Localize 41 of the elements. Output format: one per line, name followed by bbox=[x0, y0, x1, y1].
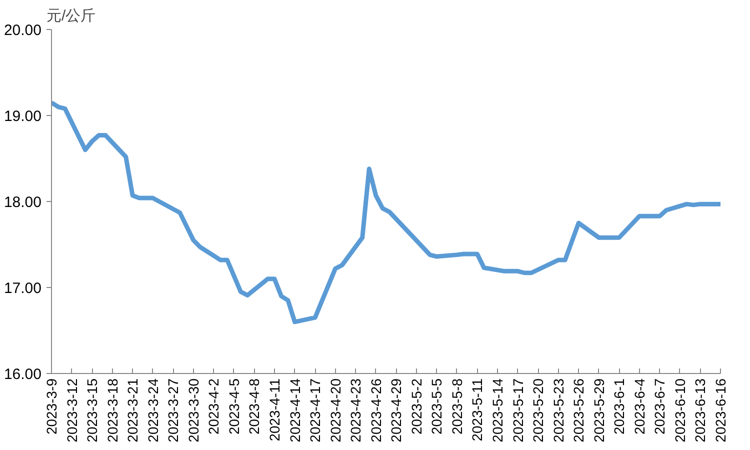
x-tick-label: 2023-5-5 bbox=[428, 378, 445, 435]
x-tick-label: 2023-3-21 bbox=[124, 378, 141, 442]
x-tick-label: 2023-4-26 bbox=[368, 378, 384, 442]
x-tick-label: 2023-4-20 bbox=[327, 378, 344, 442]
x-tick-label: 2023-6-13 bbox=[692, 378, 708, 442]
x-tick-label: 2023-4-11 bbox=[266, 378, 282, 442]
x-tick-label: 2023-6-10 bbox=[672, 378, 688, 442]
x-tick-label: 2023-5-26 bbox=[570, 378, 587, 442]
x-tick-label: 2023-6-7 bbox=[652, 378, 668, 435]
y-tick-label: 20.00 bbox=[4, 22, 42, 39]
line-series bbox=[52, 100, 720, 324]
x-tick-label: 2023-6-4 bbox=[631, 378, 648, 435]
x-tick-label: 2023-4-5 bbox=[226, 378, 242, 435]
x-tick-label: 2023-5-11 bbox=[469, 378, 486, 442]
y-axis-title: 元/公斤 bbox=[46, 8, 96, 24]
x-tick-label: 2023-3-30 bbox=[185, 378, 202, 442]
x-tick-label: 2023-5-23 bbox=[550, 378, 566, 442]
x-tick-label: 2023-3-12 bbox=[64, 378, 80, 442]
y-tick-label: 16.00 bbox=[4, 366, 42, 383]
x-tick-label: 2023-5-20 bbox=[530, 378, 546, 442]
x-tick-label: 2023-4-17 bbox=[307, 378, 324, 442]
x-tick-label: 2023-5-14 bbox=[490, 378, 506, 442]
x-tick-label: 2023-5-8 bbox=[448, 378, 465, 435]
x-tick-label: 2023-6-16 bbox=[712, 378, 728, 442]
x-tick-label: 2023-3-15 bbox=[84, 378, 100, 442]
y-tick-label: 18.00 bbox=[4, 194, 42, 211]
x-tick-label: 2023-3-18 bbox=[104, 378, 120, 442]
x-tick-label: 2023-4-14 bbox=[286, 378, 303, 442]
x-tick-label: 2023-5-17 bbox=[510, 378, 526, 442]
y-tick-label: 17.00 bbox=[4, 280, 42, 297]
x-tick-label: 2023-3-27 bbox=[165, 378, 182, 442]
x-tick-label: 2023-5-29 bbox=[590, 378, 607, 442]
x-tick-label: 2023-5-2 bbox=[408, 378, 424, 435]
y-tick-label: 19.00 bbox=[4, 108, 42, 125]
x-tick-label: 2023-6-1 bbox=[611, 378, 628, 435]
x-tick-label: 2023-4-23 bbox=[348, 378, 364, 442]
x-tick-label: 2023-3-24 bbox=[144, 378, 161, 442]
x-tick-label: 2023-4-8 bbox=[246, 378, 262, 435]
x-tick-label: 2023-4-29 bbox=[388, 378, 404, 442]
x-tick-label: 2023-3-9 bbox=[44, 378, 60, 435]
x-tick-label: 2023-4-2 bbox=[206, 378, 222, 435]
